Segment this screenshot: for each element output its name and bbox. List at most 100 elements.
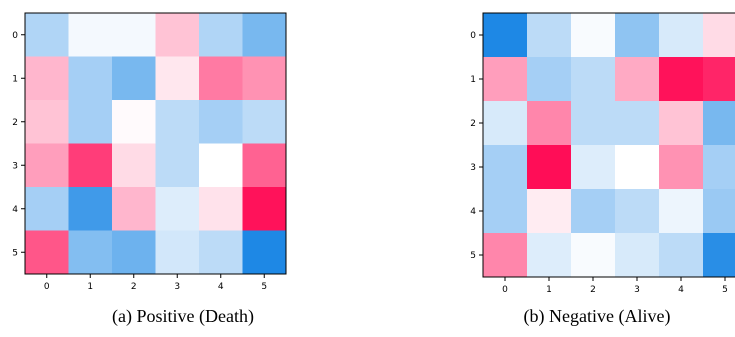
heatmap-panel-positive: 0 1 2 3 4 5 0 1 2 3 4 5 [0,0,330,300]
y-tick-label: 0 [470,31,476,41]
y-tick-label: 2 [12,118,18,128]
caption-negative: (b) Negative (Alive) [523,306,671,326]
heatmap-cell-r3-c1 [68,143,113,188]
x-tick-label: 3 [174,282,180,292]
heatmap-cell-r4-c3 [615,189,660,234]
heatmap-cell-r0-c3 [155,13,200,57]
heatmap-cell-r4-c0 [25,187,69,231]
heatmap-cell-r3-c2 [112,143,156,188]
heatmap-cell-r2-c5 [703,101,735,146]
heatmap-cell-r2-c4 [659,101,704,146]
heatmap-cell-r3-c3 [155,143,200,188]
heatmap-cell-r2-c2 [112,100,156,144]
heatmap-cell-r0-c5 [242,13,287,57]
heatmap-cell-r1-c2 [112,56,156,101]
heatmap-cell-r1-c1 [68,56,113,101]
heatmap-negative: 0 1 2 3 4 5 0 1 2 3 4 5 [470,12,735,295]
heatmap-cell-r0-c1 [68,13,113,57]
x-tick-label: 3 [634,285,640,295]
x-tick-label: 2 [131,282,137,292]
heatmap-cell-r4-c1 [527,189,572,234]
heatmap-cell-r2-c4 [199,100,243,144]
heatmap-cell-r3-c5 [242,143,287,188]
heatmap-cell-r3-c0 [483,145,528,190]
heatmap-cell-r2-c1 [68,100,113,144]
heatmap-cell-r2-c0 [483,101,528,146]
y-tick-label: 5 [470,251,476,261]
y-tick-label: 3 [470,163,476,173]
heatmap-cell-r5-c5 [703,233,735,278]
heatmap-cell-r5-c0 [25,230,69,275]
heatmap-cell-r0-c3 [615,13,660,58]
heatmap-cell-r1-c3 [155,56,200,101]
heatmap-cell-r0-c2 [571,13,616,58]
heatmap-cell-r1-c5 [703,57,735,102]
heatmap-cell-r1-c4 [199,56,243,101]
heatmap-cell-r3-c0 [25,143,69,188]
caption-positive: (a) Positive (Death) [112,306,254,326]
y-tick-label: 1 [12,74,18,84]
plot-frame [24,12,287,275]
heatmap-cell-r4-c4 [199,187,243,231]
heatmap-cell-r3-c3 [615,145,660,190]
x-tick-label: 5 [261,282,267,292]
y-tick-label: 3 [12,161,18,171]
heatmap-cell-r4-c0 [483,189,528,234]
y-tick-label: 2 [470,119,476,129]
x-tick-label: 2 [590,285,596,295]
heatmap-cell-r0-c5 [703,13,735,58]
x-tick-label: 5 [722,285,728,295]
y-tick-label: 0 [12,31,18,41]
heatmap-cell-r2-c2 [571,101,616,146]
y-tick-label: 1 [470,75,476,85]
heatmap-cell-r5-c2 [571,233,616,278]
heatmap-cell-r5-c3 [615,233,660,278]
x-tick-label: 1 [87,282,93,292]
heatmap-cell-r1-c5 [242,56,287,101]
x-tick-label: 1 [546,285,552,295]
heatmap-cell-r2-c3 [155,100,200,144]
heatmap-cell-r5-c1 [68,230,113,275]
heatmap-cell-r2-c0 [25,100,69,144]
plot-frame [482,12,735,278]
y-tick-label: 5 [12,248,18,258]
heatmap-cell-r1-c1 [527,57,572,102]
heatmap-cell-r0-c2 [112,13,156,57]
heatmap-cell-r5-c4 [199,230,243,275]
heatmap-cell-r5-c3 [155,230,200,275]
heatmap-cell-r5-c5 [242,230,287,275]
heatmap-cell-r1-c0 [483,57,528,102]
heatmap-cell-r4-c5 [703,189,735,234]
heatmap-panel-negative: 0 1 2 3 4 5 0 1 2 3 4 5 [438,0,735,300]
heatmap-cell-r5-c2 [112,230,156,275]
heatmap-cell-r4-c5 [242,187,287,231]
heatmap-cell-r1-c4 [659,57,704,102]
heatmap-cell-r0-c4 [659,13,704,58]
heatmap-cell-r3-c2 [571,145,616,190]
heatmap-cell-r1-c3 [615,57,660,102]
x-tick-label: 4 [218,282,224,292]
heatmap-cell-r3-c5 [703,145,735,190]
heatmap-cell-r3-c1 [527,145,572,190]
heatmap-cell-r2-c5 [242,100,287,144]
heatmap-cell-r1-c2 [571,57,616,102]
heatmap-cell-r0-c0 [483,13,528,58]
heatmap-cell-r4-c2 [571,189,616,234]
heatmap-cell-r4-c4 [659,189,704,234]
x-tick-label: 4 [678,285,684,295]
heatmap-cell-r1-c0 [25,56,69,101]
x-tick-label: 0 [44,282,50,292]
heatmap-cell-r2-c1 [527,101,572,146]
heatmap-cell-r3-c4 [659,145,704,190]
heatmap-cell-r0-c4 [199,13,243,57]
heatmap-cell-r5-c1 [527,233,572,278]
heatmap-cell-r0-c1 [527,13,572,58]
heatmap-cell-r2-c3 [615,101,660,146]
y-tick-label: 4 [12,205,18,215]
heatmap-cell-r5-c4 [659,233,704,278]
heatmap-cell-r4-c3 [155,187,200,231]
y-tick-label: 4 [470,207,476,217]
heatmap-cell-r5-c0 [483,233,528,278]
heatmap-cell-r0-c0 [25,13,69,57]
heatmap-positive: 0 1 2 3 4 5 0 1 2 3 4 5 [12,12,287,292]
